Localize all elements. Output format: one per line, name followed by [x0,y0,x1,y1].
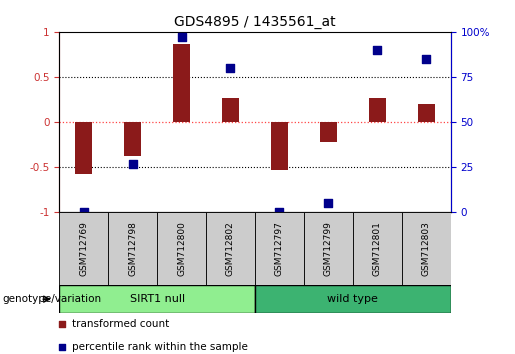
Point [226,65,234,71]
Title: GDS4895 / 1435561_at: GDS4895 / 1435561_at [174,16,336,29]
Point [177,34,185,40]
Point [128,161,136,166]
Text: genotype/variation: genotype/variation [3,294,101,304]
Point [373,47,381,53]
Text: GSM712800: GSM712800 [177,221,186,276]
Text: GSM712802: GSM712802 [226,221,235,276]
Bar [173,44,190,122]
Bar [157,212,206,285]
Text: GSM712798: GSM712798 [128,221,137,276]
Bar [320,122,337,142]
Bar [222,98,239,122]
Bar [418,104,435,122]
Point [58,344,66,350]
Text: transformed count: transformed count [72,319,169,329]
Bar [255,212,304,285]
Text: SIRT1 null: SIRT1 null [129,294,185,304]
Text: GSM712801: GSM712801 [373,221,382,276]
Bar [402,212,451,285]
Bar [255,285,451,313]
Point [324,200,333,206]
Point [58,321,66,327]
Point [79,210,88,215]
Bar [369,98,386,122]
Bar [108,212,157,285]
Bar [353,212,402,285]
Bar [206,212,255,285]
Point [422,56,430,62]
Bar [304,212,353,285]
Text: GSM712803: GSM712803 [422,221,431,276]
Bar [59,212,108,285]
Bar [75,122,92,175]
Text: GSM712797: GSM712797 [275,221,284,276]
Bar [271,122,288,170]
Text: wild type: wild type [328,294,378,304]
Text: GSM712799: GSM712799 [324,221,333,276]
Bar [59,285,255,313]
Bar [124,122,141,155]
Point [275,210,283,215]
Text: GSM712769: GSM712769 [79,221,88,276]
Text: percentile rank within the sample: percentile rank within the sample [72,342,247,352]
